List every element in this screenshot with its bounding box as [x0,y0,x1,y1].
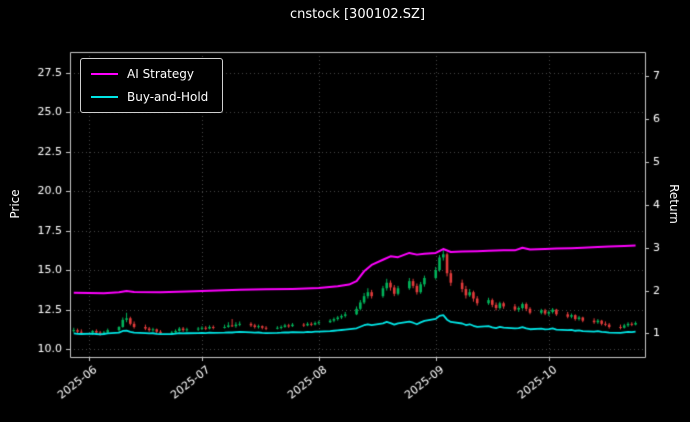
return-axis-label: Return [667,184,681,224]
chart-title: cnstock [300102.SZ] [289,7,426,22]
ai-strategy-legend-label: AI Strategy [127,67,194,81]
ai-strategy-line-swatch [91,73,118,75]
buy-and-hold-legend-label: Buy-and-Hold [127,90,209,104]
legend-item-buy-and-hold: Buy-and-Hold [91,90,208,104]
legend-item-ai-strategy: AI Strategy [91,67,208,81]
chart-legend: AI Strategy Buy-and-Hold [80,58,224,113]
price-axis-label: Price [8,189,22,219]
buy-and-hold-line-swatch [91,96,118,98]
